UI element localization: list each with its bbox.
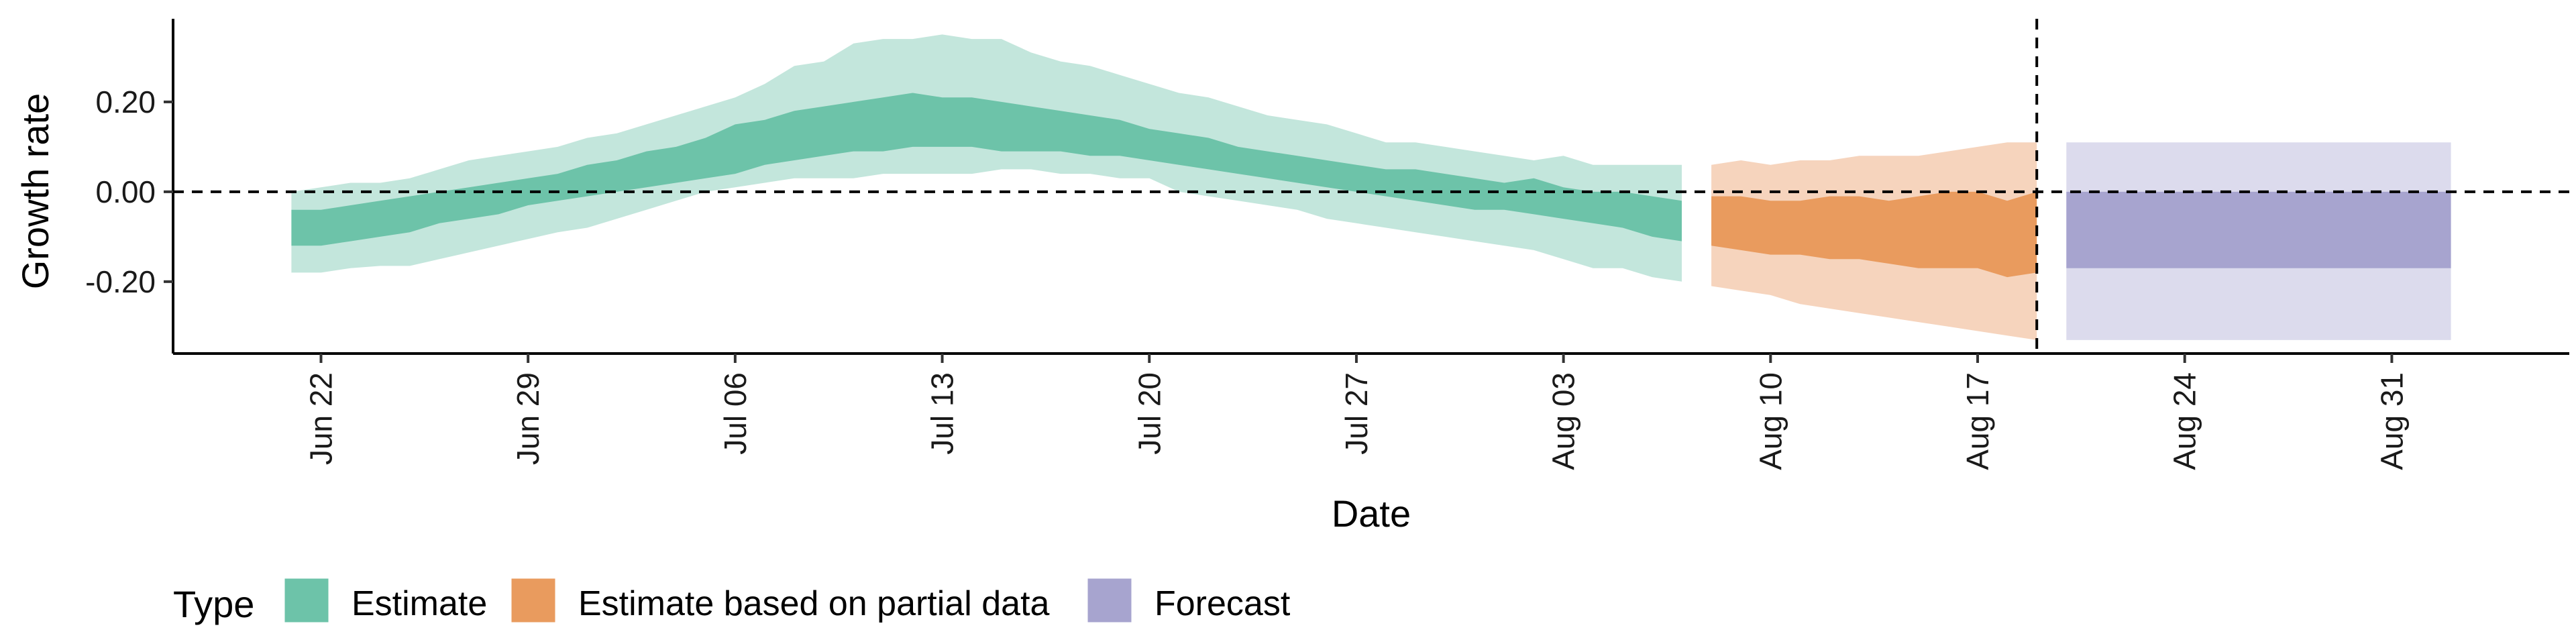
x-axis-title: Date	[1332, 492, 1411, 535]
x-tick-label: Jul 27	[1339, 372, 1374, 455]
legend-title: Type	[173, 583, 254, 625]
legend-label: Estimate	[352, 584, 487, 623]
legend-key	[511, 578, 555, 623]
x-tick-label: Jun 29	[511, 372, 545, 465]
y-axis-title: Growth rate	[14, 93, 56, 290]
legend-key	[284, 578, 329, 623]
estimate-inner-band	[291, 93, 1682, 246]
legend-item-forecast: Forecast	[1087, 578, 1291, 623]
x-tick-label: Aug 24	[2167, 372, 2202, 470]
legend: Type Estimate Estimate based on partial d…	[173, 578, 1291, 625]
x-tick-label: Aug 03	[1546, 372, 1581, 470]
x-tick-label: Aug 17	[1960, 372, 1995, 470]
legend-item-estimate: Estimate	[284, 578, 487, 623]
legend-label: Estimate based on partial data	[578, 584, 1050, 623]
x-tick-label: Aug 31	[2374, 372, 2409, 470]
reference-lines	[173, 19, 2569, 354]
x-tick-label: Aug 10	[1753, 372, 1788, 470]
y-tick-label: 0.20	[95, 85, 156, 119]
axes: -0.20 0.00 0.20 Jun 22 Jun 29 Jul 06 Jul 13 Jul…	[85, 19, 2569, 470]
x-tick-label: Jul 06	[718, 372, 753, 455]
legend-label: Forecast	[1155, 584, 1291, 623]
x-tick-label: Jul 13	[925, 372, 960, 455]
legend-item-estimate-based-on-partial-data: Estimate based on partial data	[511, 578, 1050, 623]
ribbon-layer	[291, 34, 2451, 340]
estimate-outer-band	[291, 34, 1682, 282]
estimate-based-on-partial-data-inner-band	[1711, 191, 2037, 278]
x-tick-label: Jun 22	[303, 372, 338, 465]
legend-key	[1087, 578, 1132, 623]
y-tick-label: -0.20	[85, 264, 156, 299]
forecast-inner-band	[2066, 191, 2451, 268]
x-tick-label: Jul 20	[1132, 372, 1167, 455]
y-tick-label: 0.00	[95, 174, 156, 209]
